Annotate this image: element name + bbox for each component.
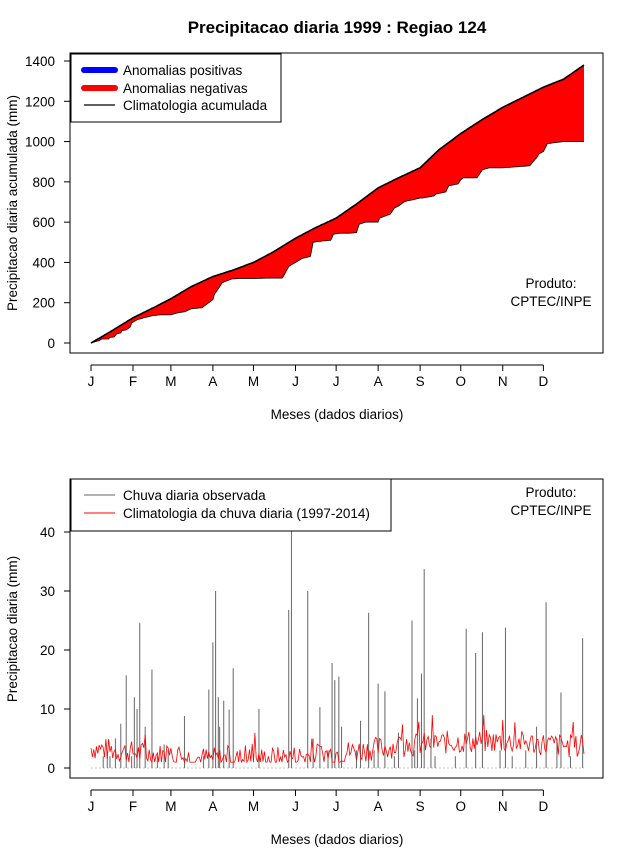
top-x-tick-label: A [374, 374, 383, 389]
top-x-tick-label: J [88, 374, 95, 389]
bottom-y-tick-label: 0 [47, 761, 55, 776]
observed-cumulative-line [90, 141, 584, 344]
top-credit-line-2: CPTEC/INPE [510, 294, 591, 309]
bottom-x-tick-label: D [538, 799, 548, 814]
top-x-tick-label: M [248, 374, 259, 389]
bottom-x-tick-label: J [88, 799, 95, 814]
bottom-legend-box [70, 478, 392, 532]
legend-label-observed: Chuva diaria observada [123, 488, 266, 503]
top-x-tick-label: D [538, 374, 548, 389]
top-y-tick-label: 1000 [25, 135, 55, 150]
bottom-x-axis-label: Meses (dados diarios) [271, 832, 404, 847]
bottom-y-tick-label: 30 [40, 584, 55, 599]
top-y-tick-label: 200 [32, 296, 55, 311]
bottom-x-tick-label: N [498, 799, 508, 814]
bottom-x-tick-label: M [248, 799, 259, 814]
bottom-credit-line-1: Produto: [525, 485, 576, 500]
top-y-tick-label: 600 [32, 215, 55, 230]
top-x-tick-label: J [333, 374, 340, 389]
bottom-x-tick-label: M [165, 799, 176, 814]
top-x-axis-label: Meses (dados diarios) [271, 407, 404, 422]
bottom-legend: Chuva diaria observada Climatologia da c… [70, 478, 392, 532]
top-x-tick-label: F [129, 374, 137, 389]
legend-label-climatology-daily: Climatologia da chuva diaria (1997-2014) [123, 506, 370, 521]
top-x-tick-label: O [455, 374, 466, 389]
bottom-x-tick-label: J [292, 799, 299, 814]
top-y-tick-label: 1400 [25, 54, 55, 69]
chart-title: Precipitacao diaria 1999 : Regiao 124 [188, 18, 487, 37]
legend-label-positive: Anomalias positivas [123, 63, 243, 78]
bottom-credit-line-2: CPTEC/INPE [510, 503, 591, 518]
top-y-axis-label: Precipitacao diaria acumulada (mm) [5, 95, 20, 311]
top-y-tick-label: 400 [32, 255, 55, 270]
climatology-cumulative-line [90, 64, 585, 344]
bottom-x-tick-label: O [455, 799, 466, 814]
bottom-x-tick-label: J [333, 799, 340, 814]
bottom-y-axis-label: Precipitacao diaria (mm) [5, 556, 20, 702]
bottom-y-tick-label: 40 [40, 525, 55, 540]
top-x-tick-label: M [165, 374, 176, 389]
climatology-daily-line [90, 714, 585, 764]
top-y-tick-label: 0 [47, 336, 55, 351]
top-x-tick-label: S [416, 374, 425, 389]
legend-label-climatology: Climatologia acumulada [123, 98, 268, 113]
bottom-x-tick-label: A [208, 799, 217, 814]
bottom-y-tick-label: 20 [40, 643, 55, 658]
bottom-x-tick-label: F [129, 799, 137, 814]
top-y-tick-label: 800 [32, 175, 55, 190]
bottom-y-tick-label: 10 [40, 702, 55, 717]
legend-label-negative: Anomalias negativas [123, 81, 248, 96]
top-x-tick-label: A [208, 374, 217, 389]
bottom-x-tick-label: S [416, 799, 425, 814]
bottom-x-tick-label: A [374, 799, 383, 814]
top-credit-line-1: Produto: [525, 276, 576, 291]
top-x-tick-label: J [292, 374, 299, 389]
top-x-tick-label: N [498, 374, 508, 389]
top-y-tick-label: 1200 [25, 94, 55, 109]
top-legend: Anomalias positivas Anomalias negativas … [70, 53, 282, 123]
